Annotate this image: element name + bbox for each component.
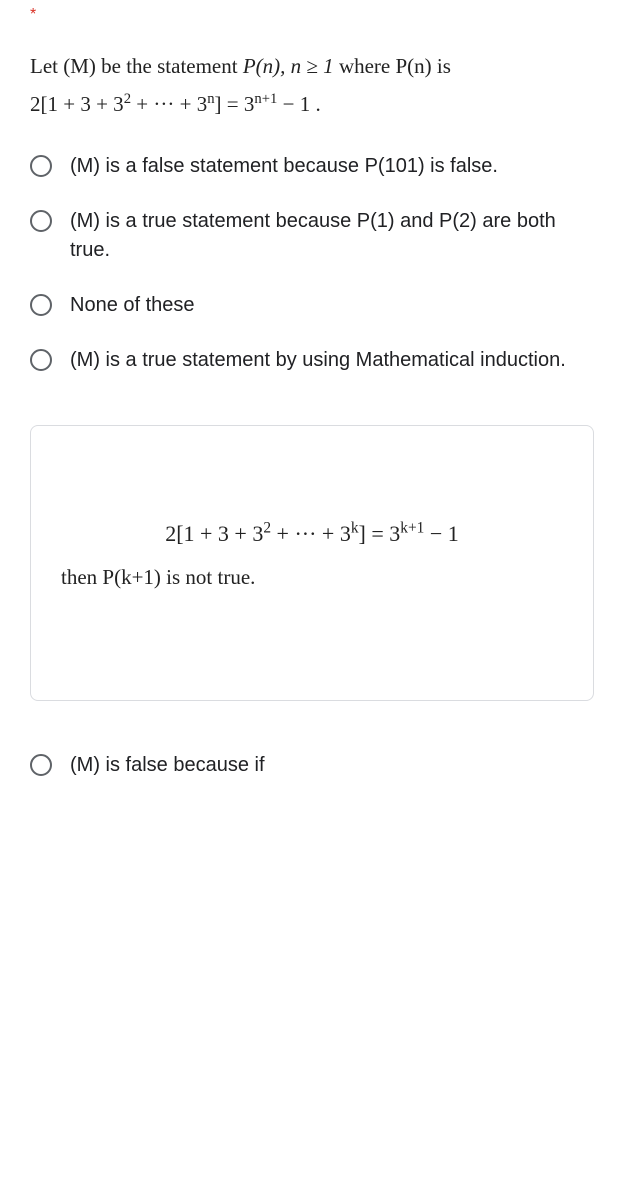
question-stem: Let (M) be the statement P(n), n ≥ 1 whe… bbox=[30, 48, 594, 124]
card-formula-mid: + ··· + 3 bbox=[271, 521, 351, 546]
option-3-label: None of these bbox=[70, 291, 195, 320]
card-formula-rhs-a: ] = 3 bbox=[359, 521, 401, 546]
option-1[interactable]: (M) is a false statement because P(101) … bbox=[30, 152, 594, 181]
card-formula-lhs: 2[1 + 3 + 3 bbox=[165, 521, 263, 546]
option-4[interactable]: (M) is a true statement by using Mathema… bbox=[30, 346, 594, 375]
stem-line2-sup3: n+1 bbox=[254, 91, 277, 107]
radio-icon bbox=[30, 210, 52, 232]
card-formula-rhs-b: − 1 bbox=[424, 521, 458, 546]
card-formula-sup2: k bbox=[351, 519, 359, 536]
stem-line2-sup2: n bbox=[207, 91, 214, 107]
option-1-label: (M) is a false statement because P(101) … bbox=[70, 152, 498, 181]
stem-line1-prefix: Let (M) be the statement bbox=[30, 54, 243, 78]
card-formula: 2[1 + 3 + 32 + ··· + 3k] = 3k+1 − 1 bbox=[57, 516, 567, 551]
stem-line2-sup1: 2 bbox=[124, 91, 131, 107]
card-formula-sup1: 2 bbox=[263, 519, 271, 536]
radio-icon bbox=[30, 294, 52, 316]
question-block: Let (M) be the statement P(n), n ≥ 1 whe… bbox=[0, 24, 624, 385]
stem-line2-rhs-a: ] = 3 bbox=[215, 92, 255, 116]
radio-icon bbox=[30, 754, 52, 776]
option-5-label: (M) is false because if bbox=[70, 751, 265, 780]
stem-line2-lhs: 2[1 + 3 + 3 bbox=[30, 92, 124, 116]
stem-line2-mid: + ··· + 3 bbox=[131, 92, 207, 116]
option-2[interactable]: (M) is a true statement because P(1) and… bbox=[30, 207, 594, 265]
option-4-label: (M) is a true statement by using Mathema… bbox=[70, 346, 566, 375]
card-text: then P(k+1) is not true. bbox=[57, 565, 567, 590]
card-formula-sup3: k+1 bbox=[400, 519, 424, 536]
required-asterisk: * bbox=[0, 0, 624, 24]
option-3[interactable]: None of these bbox=[30, 291, 594, 320]
radio-icon bbox=[30, 349, 52, 371]
stem-line2-rhs-b: − 1 . bbox=[277, 92, 320, 116]
stem-line1-math: P(n), n ≥ 1 bbox=[243, 54, 334, 78]
formula-card: 2[1 + 3 + 32 + ··· + 3k] = 3k+1 − 1 then… bbox=[30, 425, 594, 701]
stem-line1-suffix: where P(n) is bbox=[334, 54, 451, 78]
options-list: (M) is a false statement because P(101) … bbox=[30, 152, 594, 375]
option-5[interactable]: (M) is false because if bbox=[0, 751, 624, 810]
radio-icon bbox=[30, 155, 52, 177]
option-2-label: (M) is a true statement because P(1) and… bbox=[70, 207, 594, 265]
